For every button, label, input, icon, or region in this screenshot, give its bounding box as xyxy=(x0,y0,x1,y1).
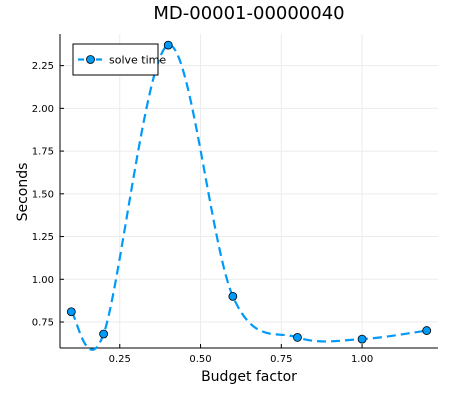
data-point xyxy=(293,333,302,342)
series-line xyxy=(70,44,427,351)
data-point xyxy=(422,326,432,335)
y-tick-label: 2.25 xyxy=(32,61,54,72)
x-axis-label: Budget factor xyxy=(201,369,297,385)
y-tick-label: 0.75 xyxy=(32,318,54,329)
y-tick-label: 1.50 xyxy=(32,189,54,200)
x-tick-label: 0.50 xyxy=(189,354,211,365)
legend-label: solve time xyxy=(109,54,166,67)
data-point xyxy=(99,329,109,339)
data-point xyxy=(66,307,76,317)
y-tick-label: 1.75 xyxy=(32,147,54,158)
y-tick-label: 1.25 xyxy=(32,232,54,243)
y-tick-label: 2.00 xyxy=(32,104,54,115)
legend: solve time xyxy=(72,43,166,76)
grid-layer xyxy=(60,34,438,348)
x-tick-label: 1.00 xyxy=(351,354,373,365)
data-point xyxy=(163,40,173,50)
chart-title: MD-00001-00000040 xyxy=(153,3,344,24)
series-layer xyxy=(66,40,432,351)
tick-layer: 0.25 0.50 0.75 1.00 0.75 1.00 1.25 1.50 1.75 2.00… xyxy=(32,61,373,365)
legend-marker-swatch xyxy=(86,55,95,64)
y-axis-label: Seconds xyxy=(15,163,31,222)
x-tick-label: 0.75 xyxy=(270,354,292,365)
data-point xyxy=(357,334,367,344)
plot-frame xyxy=(59,34,438,349)
y-tick-label: 1.00 xyxy=(32,275,54,286)
data-point xyxy=(228,291,238,301)
x-tick-label: 0.25 xyxy=(109,354,131,365)
